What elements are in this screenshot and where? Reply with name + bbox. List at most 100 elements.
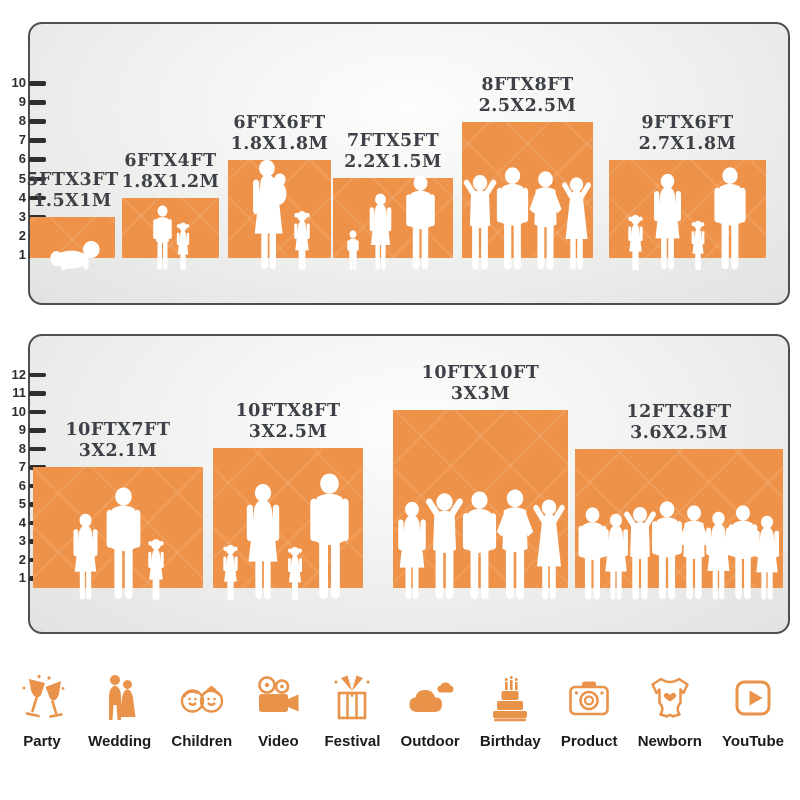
category-label: Outdoor [400, 733, 460, 750]
people-group [457, 167, 598, 271]
size-ft: 8FTX8FT [481, 75, 574, 95]
category-label: Newborn [637, 733, 702, 750]
baby-silhouette [49, 240, 100, 271]
girl-silhouette [293, 211, 310, 270]
ruler-number: 3 [18, 533, 26, 548]
backdrop-size-label: 10FTX10FT 3X3M [422, 363, 540, 405]
man-silhouette [310, 473, 349, 599]
man-silhouette [462, 491, 496, 600]
ruler-number: 6 [18, 477, 26, 493]
ruler-number: 1 [18, 570, 26, 585]
size-m: 1.5X1M [33, 191, 112, 211]
people-group [147, 205, 194, 271]
girl-silhouette [176, 222, 189, 271]
newborn-icon [644, 668, 696, 724]
ruler-tick [29, 176, 46, 182]
backdrop-size-label: 10FTX8FT 3X2.5M [235, 401, 340, 443]
woman-silhouette [397, 501, 426, 600]
people-group [217, 473, 359, 601]
girl-silhouette [148, 539, 164, 600]
birthday-icon [484, 668, 536, 724]
category-label: Product [560, 733, 618, 750]
category-wedding: Wedding [88, 648, 151, 766]
backdrop-size-label: 9FTX6FT 2.7X1.8M [639, 113, 737, 155]
woman-silhouette [653, 173, 681, 270]
size-ft: 6FTX4FT [124, 151, 217, 171]
boy-silhouette [152, 205, 172, 270]
girl-silhouette [691, 220, 704, 271]
size-m: 3.6X2.5M [630, 423, 728, 443]
man-silhouette [652, 501, 682, 600]
wedding-icon [94, 668, 146, 724]
ruler-number: 12 [11, 366, 26, 382]
ruler-tick [29, 195, 46, 201]
people-group [42, 237, 103, 271]
outdoor-icon [404, 668, 456, 724]
backdrop-size-label: 6FTX4FT 1.8X1.2M [122, 151, 220, 193]
backdrop-size-label: 8FTX8FT 2.5X2.5M [479, 75, 577, 117]
man-hips-silhouette [528, 171, 562, 270]
woman-armsup-silhouette [532, 499, 565, 600]
category-label: Party [23, 733, 61, 750]
man-hips-silhouette [496, 489, 533, 600]
category-label: Birthday [479, 733, 541, 750]
party-icon [16, 668, 68, 724]
size-ft: 7FTX5FT [346, 131, 440, 151]
size-m: 1.8X1.8M [230, 134, 329, 154]
woman-silhouette [369, 193, 392, 270]
ruler-number: 9 [18, 422, 26, 437]
ruler-number: 6 [18, 151, 26, 167]
ruler-tick [29, 428, 46, 433]
category-children: Children [171, 648, 232, 766]
size-m: 1.8X1.2M [121, 172, 220, 192]
people-group [344, 175, 443, 271]
backdrop-size-label: 10FTX7FT 3X2.1M [65, 420, 170, 462]
ruler-number: 10 [11, 75, 26, 90]
man-silhouette [578, 507, 607, 600]
ruler-tick [29, 119, 46, 124]
category-birthday: Birthday [480, 648, 541, 766]
size-m: 2.5X2.5M [478, 96, 577, 116]
man-armsup-silhouette [463, 175, 496, 270]
category-label: Festival [324, 733, 381, 750]
category-newborn: Newborn [638, 648, 702, 766]
backdrop-size-label: 5FTX3FT 1.5X1M [26, 170, 118, 212]
size-m: 3X3M [450, 384, 511, 404]
ruler-number: 4 [18, 189, 26, 205]
woman-silhouette [755, 515, 779, 600]
woman-silhouette [604, 513, 628, 600]
ruler-tick [29, 81, 46, 86]
size-ft: 6FTX6FT [233, 113, 326, 133]
festival-icon [326, 668, 378, 724]
category-label: Children [171, 733, 233, 750]
toddler-silhouette [347, 230, 359, 271]
size-m: 3X2.1M [78, 441, 158, 461]
category-festival: Festival [324, 648, 381, 766]
size-ft: 10FTX7FT [65, 420, 171, 440]
youtube-icon [727, 668, 779, 724]
ruler-number: 8 [18, 440, 26, 456]
ruler-tick [29, 409, 46, 414]
man-silhouette [496, 167, 528, 270]
ruler-number: 7 [18, 132, 26, 148]
size-ft: 9FTX6FT [641, 113, 734, 133]
video-icon [252, 668, 304, 724]
ruler-number: 5 [18, 170, 26, 186]
people-group [66, 487, 171, 601]
people-group [243, 159, 316, 271]
ruler-tick [29, 391, 46, 396]
woman-armsup-silhouette [561, 177, 591, 270]
ruler-number: 1 [18, 247, 26, 262]
category-outdoor: Outdoor [401, 648, 460, 766]
size-m: 2.7X1.8M [638, 134, 737, 154]
backdrop-size-label: 6FTX6FT 1.8X1.8M [231, 113, 329, 155]
girl-silhouette [223, 544, 238, 601]
category-product: Product [561, 648, 618, 766]
woman-silhouette [246, 483, 280, 600]
man-hips-silhouette [678, 505, 710, 600]
ruler-tick [29, 100, 46, 105]
girl-silhouette [288, 546, 302, 601]
ruler-number: 8 [18, 113, 26, 129]
man-silhouette [728, 505, 758, 600]
